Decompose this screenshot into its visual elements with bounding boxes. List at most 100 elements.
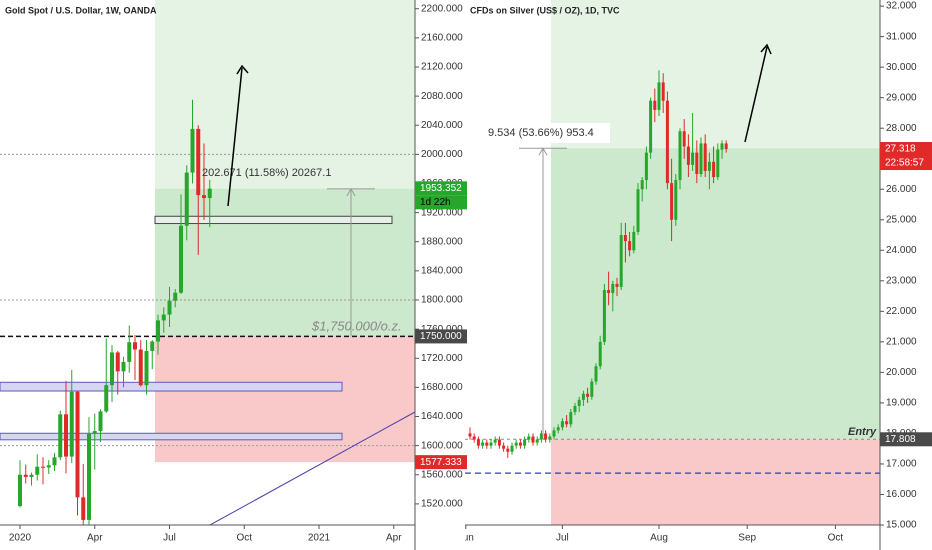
candle-body [46,465,51,468]
y-tick-label: 1520.000 [421,499,463,510]
y-tick-label: 19.000 [886,398,917,409]
x-tick-label: 2020 [9,533,32,544]
candle-body [196,128,201,196]
y-tick-label: 1640.000 [421,411,463,422]
candle-body [539,433,543,440]
x-axis: 2020 Apr Jul Oct 2021 Apr [9,525,402,544]
candle-body [69,391,74,457]
candle-body [623,235,627,242]
candle-body [110,352,114,386]
candle-body [179,225,183,293]
candle-body [472,436,476,440]
x-tick-label: Jun [458,533,474,544]
y-tick-label: 26.000 [886,184,917,195]
candle-body [699,143,703,174]
chart-panel: 9.534 (53.66%) 953.4 Entry [465,0,880,525]
candle-body [497,439,501,446]
x-tick-label: Aug [650,533,668,544]
zone [551,439,880,525]
candle-body [716,149,720,178]
chart-title: CFDs on Silver (US$ / OZ), 1D, TVC [470,5,620,15]
x-tick-label: Oct [236,533,252,544]
candle-body [577,399,581,406]
candle-body [531,436,535,443]
y-tick-label: 1800.000 [421,295,463,306]
candle-body [707,161,711,171]
y-tick-label: 20.000 [886,367,917,378]
chart-title: Gold Spot / U.S. Dollar, 1W, OANDA [5,5,157,15]
candle-body [581,393,585,400]
candle-body [35,466,40,475]
candle-body [41,466,45,468]
candle-body [202,195,206,199]
candle-body [670,183,674,220]
measure-label-bg [482,123,610,143]
candle-body [173,292,178,301]
candle-body [127,342,132,362]
zone [155,188,415,337]
candle-body [720,143,724,150]
zone [155,336,415,463]
candle-body [632,231,636,251]
x-tick-label: Jul [163,533,176,544]
candle-body [510,445,514,452]
y-tick-label: 30.000 [886,62,917,73]
candle-body [573,405,577,413]
candle-body [150,341,155,351]
price-label-bg [415,329,467,344]
candle-body [92,431,97,434]
candle-body [29,474,34,477]
candle-body [121,361,126,372]
candle-body [653,100,657,110]
x-tick-label: Oct [828,533,844,544]
candle-body [476,439,480,446]
arrow-line [744,46,768,143]
y-tick-label: 2000.000 [421,149,463,160]
y-tick-label: 25.000 [886,214,917,225]
x-tick-label: 2021 [308,533,331,544]
candle-body [87,433,91,520]
price-label: 27.318 [885,144,916,155]
y-tick-label: 24.000 [886,245,917,256]
measure-arrowhead [346,187,356,197]
candle-body [611,283,615,294]
candle-body [506,448,510,452]
y-tick-label: 2080.000 [421,91,463,102]
chart-panel: 202.671 (11.58%) 20267.1 $1,750.000/o.z. [0,0,415,525]
zone-box [154,215,393,225]
x-tick-label: Sep [738,533,756,544]
price-label-bg [880,142,932,157]
candle-body [590,381,594,397]
x-axis: Jun Jul Aug Sep Oct [458,525,844,544]
zone-box [0,381,343,392]
candle-body [23,474,28,477]
price-label-bg [415,455,467,470]
candle-body [552,430,556,437]
countdown-bg [880,156,932,171]
y-tick-label: 1840.000 [421,266,463,277]
y-tick-label: 1600.000 [421,440,463,451]
candle-body [161,314,166,321]
candle-body [535,439,539,443]
candle-body [489,442,493,446]
y-tick-label: 29.000 [886,92,917,103]
candle-body [468,433,472,437]
candle-body [81,497,86,520]
candle-body [544,433,548,440]
y-tick-label: 2200.000 [421,3,463,14]
y-tick-label: 31.000 [886,31,917,42]
candle-body [682,131,686,147]
annotation: Entry [848,426,877,438]
candle-body [493,439,497,443]
y-tick-label: 23.000 [886,275,917,286]
candle-body [586,393,590,397]
candle-body [644,152,648,181]
candle-body [703,143,707,171]
y-tick-label: 32.000 [886,1,917,12]
price-label: 1577.333 [420,457,462,468]
candle-body [144,350,149,386]
arrow-head [236,64,249,75]
zone-box [0,432,343,441]
candle-body [184,172,189,226]
y-tick-label: 1760.000 [421,324,463,335]
